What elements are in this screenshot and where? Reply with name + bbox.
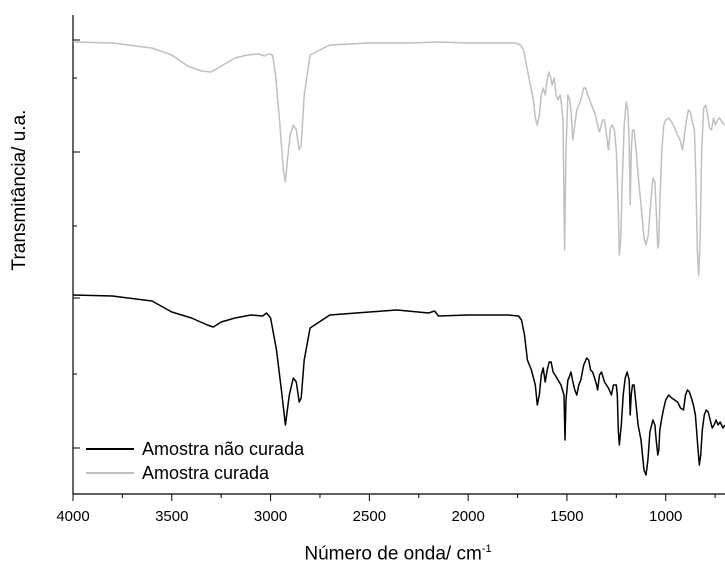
x-tick-label: 3000 <box>254 508 287 525</box>
x-tick-label: 2000 <box>451 508 484 525</box>
x-axis-title-sup: -1 <box>481 543 492 555</box>
x-tick-label: 2500 <box>353 508 386 525</box>
y-axis-title: Transmitância/ u.a. <box>9 109 30 271</box>
x-tick-label: 3500 <box>155 508 188 525</box>
legend-item-uncured: Amostra não curada <box>86 437 304 461</box>
legend-swatch-cured <box>86 472 134 474</box>
x-tick-label: 1500 <box>550 508 583 525</box>
x-tick-label: 1000 <box>649 508 682 525</box>
series-line <box>72 294 725 476</box>
legend-item-cured: Amostra curada <box>86 461 304 485</box>
x-axis-title: Número de onda/ cm-1 <box>304 543 491 565</box>
series-line <box>72 41 725 277</box>
legend-label-cured: Amostra curada <box>142 462 270 483</box>
legend-swatch-uncured <box>86 448 134 450</box>
x-tick-labels: 4000 3500 3000 2500 2000 1500 1000 <box>56 508 682 525</box>
x-tick-label: 4000 <box>56 508 89 525</box>
axes <box>72 15 725 501</box>
x-axis-title-main: Número de onda/ cm <box>304 543 482 565</box>
legend: Amostra não curada Amostra curada <box>86 437 304 485</box>
series-layer <box>72 41 725 476</box>
legend-label-uncured: Amostra não curada <box>142 438 305 459</box>
